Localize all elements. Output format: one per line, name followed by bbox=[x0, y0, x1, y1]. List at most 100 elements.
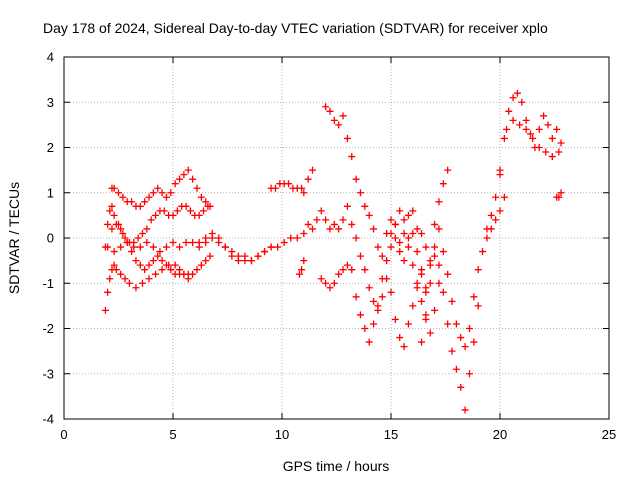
data-point bbox=[400, 216, 408, 224]
data-point bbox=[409, 207, 417, 215]
data-point bbox=[487, 211, 495, 219]
data-point bbox=[106, 207, 114, 215]
data-point bbox=[378, 275, 386, 283]
data-point bbox=[391, 234, 399, 242]
data-point bbox=[136, 261, 144, 269]
data-point bbox=[461, 406, 469, 414]
data-point bbox=[180, 171, 188, 179]
data-point bbox=[104, 243, 112, 251]
data-point bbox=[184, 270, 192, 278]
data-point bbox=[356, 189, 364, 197]
data-point bbox=[267, 243, 275, 251]
data-point bbox=[439, 288, 447, 296]
data-point bbox=[162, 243, 170, 251]
data-point bbox=[304, 220, 312, 228]
y-axis-label: SDTVAR / TECUs bbox=[6, 182, 22, 294]
data-point bbox=[544, 121, 552, 129]
data-point bbox=[176, 243, 184, 251]
data-point bbox=[535, 144, 543, 151]
data-point bbox=[182, 239, 190, 247]
data-point bbox=[404, 234, 412, 242]
x-tick-label: 10 bbox=[275, 427, 289, 442]
data-point bbox=[149, 189, 157, 197]
data-point bbox=[418, 297, 426, 305]
data-point bbox=[121, 234, 129, 242]
data-point bbox=[274, 243, 282, 251]
data-point bbox=[413, 279, 421, 287]
data-point bbox=[197, 193, 205, 201]
data-point bbox=[326, 225, 334, 233]
data-point bbox=[184, 166, 192, 174]
data-point bbox=[117, 243, 125, 251]
data-point bbox=[195, 211, 203, 219]
data-point bbox=[409, 302, 417, 310]
data-point bbox=[500, 134, 508, 142]
data-point bbox=[193, 184, 201, 192]
data-point bbox=[387, 216, 395, 224]
series-sat-track-c bbox=[108, 166, 214, 210]
data-point bbox=[136, 202, 144, 210]
data-point bbox=[197, 261, 205, 269]
data-point bbox=[241, 257, 249, 265]
data-point bbox=[352, 175, 360, 183]
data-point bbox=[298, 184, 306, 192]
data-point bbox=[228, 252, 236, 260]
data-point bbox=[169, 211, 177, 219]
data-point bbox=[200, 207, 208, 215]
data-point bbox=[309, 166, 317, 174]
data-point bbox=[206, 252, 214, 260]
data-point bbox=[147, 216, 155, 224]
y-tick-label: -4 bbox=[42, 412, 54, 427]
series-sat-track-b bbox=[101, 202, 192, 278]
data-point bbox=[500, 193, 508, 201]
data-point bbox=[435, 225, 443, 233]
data-point bbox=[387, 243, 395, 251]
x-tick-label: 0 bbox=[60, 427, 67, 442]
data-point bbox=[115, 189, 122, 197]
data-point bbox=[413, 225, 421, 233]
data-point bbox=[317, 207, 325, 215]
data-point bbox=[309, 225, 317, 233]
data-point bbox=[145, 275, 153, 283]
data-point bbox=[149, 257, 157, 265]
data-point bbox=[492, 193, 500, 201]
data-point bbox=[141, 198, 149, 206]
data-point bbox=[132, 257, 140, 265]
data-point bbox=[409, 229, 417, 237]
data-point bbox=[167, 189, 175, 197]
data-point bbox=[422, 243, 430, 251]
data-point bbox=[295, 270, 303, 278]
data-point bbox=[457, 383, 465, 391]
y-tick-label: -2 bbox=[42, 321, 54, 336]
data-point bbox=[435, 279, 443, 287]
data-point bbox=[298, 266, 306, 274]
data-point bbox=[431, 220, 439, 228]
data-point bbox=[492, 216, 500, 224]
data-point bbox=[304, 175, 312, 183]
series-sat-track-h bbox=[295, 202, 430, 351]
data-point bbox=[121, 275, 129, 283]
data-point bbox=[112, 220, 120, 228]
data-point bbox=[400, 343, 408, 351]
data-point bbox=[448, 297, 456, 305]
data-point bbox=[387, 288, 395, 296]
data-point bbox=[110, 261, 118, 269]
data-point bbox=[156, 248, 164, 256]
data-point bbox=[548, 153, 556, 161]
data-point bbox=[202, 257, 210, 265]
data-point bbox=[509, 94, 517, 102]
data-point bbox=[287, 234, 295, 242]
data-point bbox=[300, 189, 308, 197]
data-point bbox=[431, 252, 439, 260]
data-point bbox=[247, 257, 255, 265]
data-point bbox=[383, 257, 391, 265]
data-point bbox=[141, 266, 149, 274]
data-point bbox=[461, 343, 469, 351]
data-point bbox=[143, 225, 151, 233]
data-point bbox=[365, 338, 373, 346]
data-point bbox=[555, 193, 563, 201]
data-point bbox=[138, 279, 146, 287]
data-point bbox=[110, 211, 118, 219]
data-point bbox=[343, 261, 351, 269]
